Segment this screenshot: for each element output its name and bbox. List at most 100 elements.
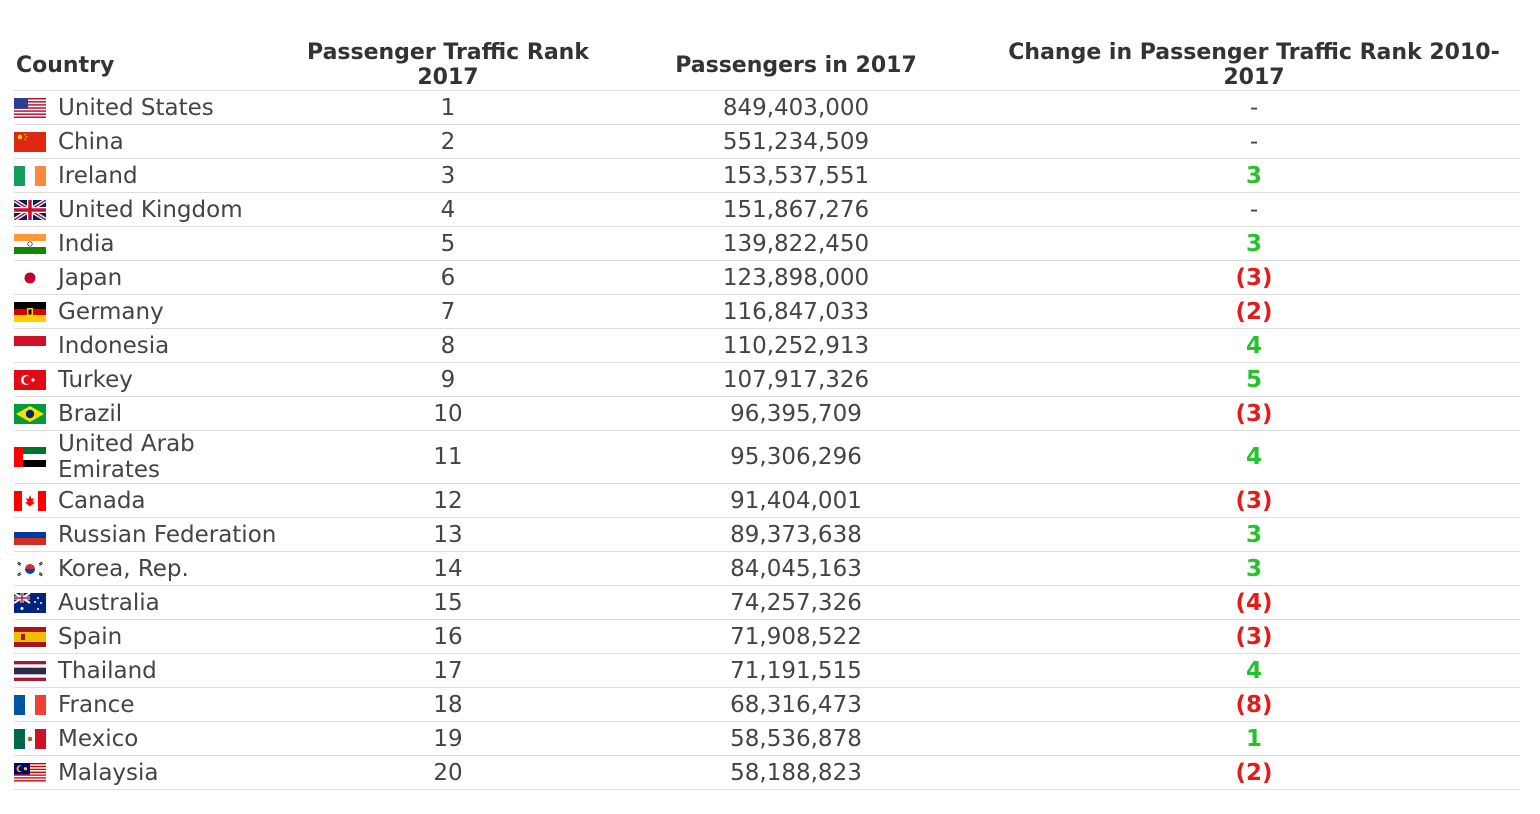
country-name: Thailand [58, 657, 157, 684]
us-flag-icon [14, 97, 46, 118]
country-name: Indonesia [58, 332, 170, 359]
passengers-cell: 71,908,522 [604, 619, 988, 654]
rank-cell: 1 [292, 90, 604, 125]
rank-change-cell: (8) [988, 687, 1520, 722]
rank-change-cell: (4) [988, 585, 1520, 620]
country-cell: Mexico [14, 721, 292, 756]
spain-flag-icon [14, 626, 46, 647]
rank-cell: 11 [292, 430, 604, 484]
table-row: Canada 12 91,404,001 (3) [14, 483, 1520, 518]
rank-change-cell: 3 [988, 517, 1520, 552]
table-row: Brazil 10 96,395,709 (3) [14, 396, 1520, 431]
rank-change-cell: (2) [988, 294, 1520, 329]
rank-cell: 4 [292, 192, 604, 227]
country-cell: Indonesia [14, 328, 292, 363]
rank-cell: 16 [292, 619, 604, 654]
country-cell: United States [14, 90, 292, 125]
rank-change-cell: - [988, 90, 1520, 125]
column-header-country: Country [14, 40, 292, 91]
rank-cell: 17 [292, 653, 604, 688]
table-row: Spain 16 71,908,522 (3) [14, 619, 1520, 654]
australia-flag-icon [14, 592, 46, 613]
rank-cell: 15 [292, 585, 604, 620]
country-name: Australia [58, 589, 160, 616]
passengers-cell: 68,316,473 [604, 687, 988, 722]
rank-change-cell: 3 [988, 158, 1520, 193]
rank-change-cell: 5 [988, 362, 1520, 397]
rank-change-cell: 4 [988, 653, 1520, 688]
country-cell: Spain [14, 619, 292, 654]
country-cell-content: Thailand [14, 658, 292, 684]
canada-flag-icon [14, 490, 46, 511]
country-cell: United Arab Emirates [14, 430, 292, 484]
country-name: Mexico [58, 725, 139, 752]
thailand-flag-icon [14, 660, 46, 681]
passengers-cell: 849,403,000 [604, 90, 988, 125]
country-cell: Ireland [14, 158, 292, 193]
country-cell-content: Germany [14, 299, 292, 325]
country-name: France [58, 691, 135, 718]
rank-cell: 19 [292, 721, 604, 756]
column-header-rank-change: Change in Passenger Traffic Rank 2010-20… [988, 40, 1520, 91]
country-cell: Turkey [14, 362, 292, 397]
country-cell-content: Russian Federation [14, 522, 292, 548]
rank-cell: 3 [292, 158, 604, 193]
uk-flag-icon [14, 199, 46, 220]
country-cell-content: Japan [14, 265, 292, 291]
country-cell: Canada [14, 483, 292, 518]
country-name: United Arab Emirates [58, 431, 195, 483]
france-flag-icon [14, 694, 46, 715]
table-row: Japan 6 123,898,000 (3) [14, 260, 1520, 295]
passengers-cell: 551,234,509 [604, 124, 988, 159]
country-cell-content: Mexico [14, 726, 292, 752]
table-row: China 2 551,234,509- [14, 124, 1520, 159]
country-cell: Korea, Rep. [14, 551, 292, 586]
country-cell-content: Australia [14, 590, 292, 616]
passenger-traffic-table-container: Country Passenger Traffic Rank 2017 Pass… [14, 40, 1520, 790]
rank-change-cell: (3) [988, 396, 1520, 431]
rank-cell: 8 [292, 328, 604, 363]
brazil-flag-icon [14, 403, 46, 424]
country-name: Canada [58, 487, 146, 514]
country-name: Malaysia [58, 759, 159, 786]
country-name: Germany [58, 298, 164, 325]
table-row: Indonesia 8 110,252,913 4 [14, 328, 1520, 363]
rank-cell: 14 [292, 551, 604, 586]
passengers-cell: 139,822,450 [604, 226, 988, 261]
rank-cell: 13 [292, 517, 604, 552]
column-header-rank: Passenger Traffic Rank 2017 [292, 40, 604, 91]
country-cell-content: Brazil [14, 401, 292, 427]
passengers-cell: 74,257,326 [604, 585, 988, 620]
japan-flag-icon [14, 267, 46, 288]
rank-cell: 9 [292, 362, 604, 397]
country-cell-content: United Kingdom [14, 197, 292, 223]
rank-change-cell: (3) [988, 260, 1520, 295]
table-row: Thailand 17 71,191,515 4 [14, 653, 1520, 688]
passengers-cell: 91,404,001 [604, 483, 988, 518]
rank-change-cell: (3) [988, 483, 1520, 518]
country-cell: Malaysia [14, 755, 292, 790]
table-row: United Kingdom 4 151,867,276- [14, 192, 1520, 227]
country-cell: Thailand [14, 653, 292, 688]
country-name: Japan [58, 264, 123, 291]
passengers-cell: 151,867,276 [604, 192, 988, 227]
rank-cell: 20 [292, 755, 604, 790]
country-name: Ireland [58, 162, 138, 189]
rank-change-cell: - [988, 192, 1520, 227]
country-cell: China [14, 124, 292, 159]
country-name: India [58, 230, 115, 257]
passengers-cell: 89,373,638 [604, 517, 988, 552]
rank-change-cell: 4 [988, 328, 1520, 363]
country-name: Brazil [58, 400, 123, 427]
country-name: Korea, Rep. [58, 555, 189, 582]
table-row: Russian Federation 13 89,373,638 3 [14, 517, 1520, 552]
country-cell-content: Malaysia [14, 760, 292, 786]
country-cell: Japan [14, 260, 292, 295]
passengers-cell: 153,537,551 [604, 158, 988, 193]
table-row: Germany 7 116,847,033 (2) [14, 294, 1520, 329]
country-cell-content: Canada [14, 488, 292, 514]
passengers-cell: 71,191,515 [604, 653, 988, 688]
country-cell: United Kingdom [14, 192, 292, 227]
uae-flag-icon [14, 447, 46, 467]
table-row: Korea, Rep. 14 84,045,163 3 [14, 551, 1520, 586]
